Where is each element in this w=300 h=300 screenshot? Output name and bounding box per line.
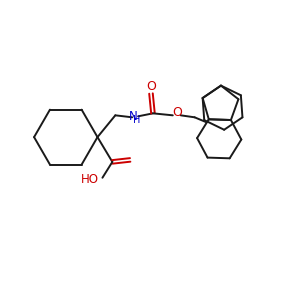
Text: O: O [172,106,182,119]
Text: N: N [129,110,137,123]
Text: O: O [146,80,156,93]
Text: HO: HO [81,173,99,186]
Text: H: H [134,115,141,125]
